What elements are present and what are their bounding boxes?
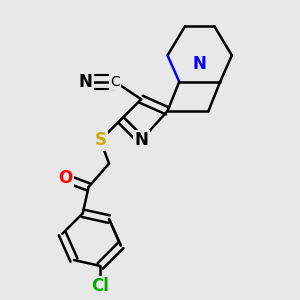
Text: C: C xyxy=(110,75,120,89)
Text: O: O xyxy=(58,169,72,187)
Text: N: N xyxy=(79,73,93,91)
Text: N: N xyxy=(134,131,148,149)
Text: N: N xyxy=(193,55,207,73)
Text: S: S xyxy=(94,131,106,149)
Text: Cl: Cl xyxy=(92,278,109,296)
